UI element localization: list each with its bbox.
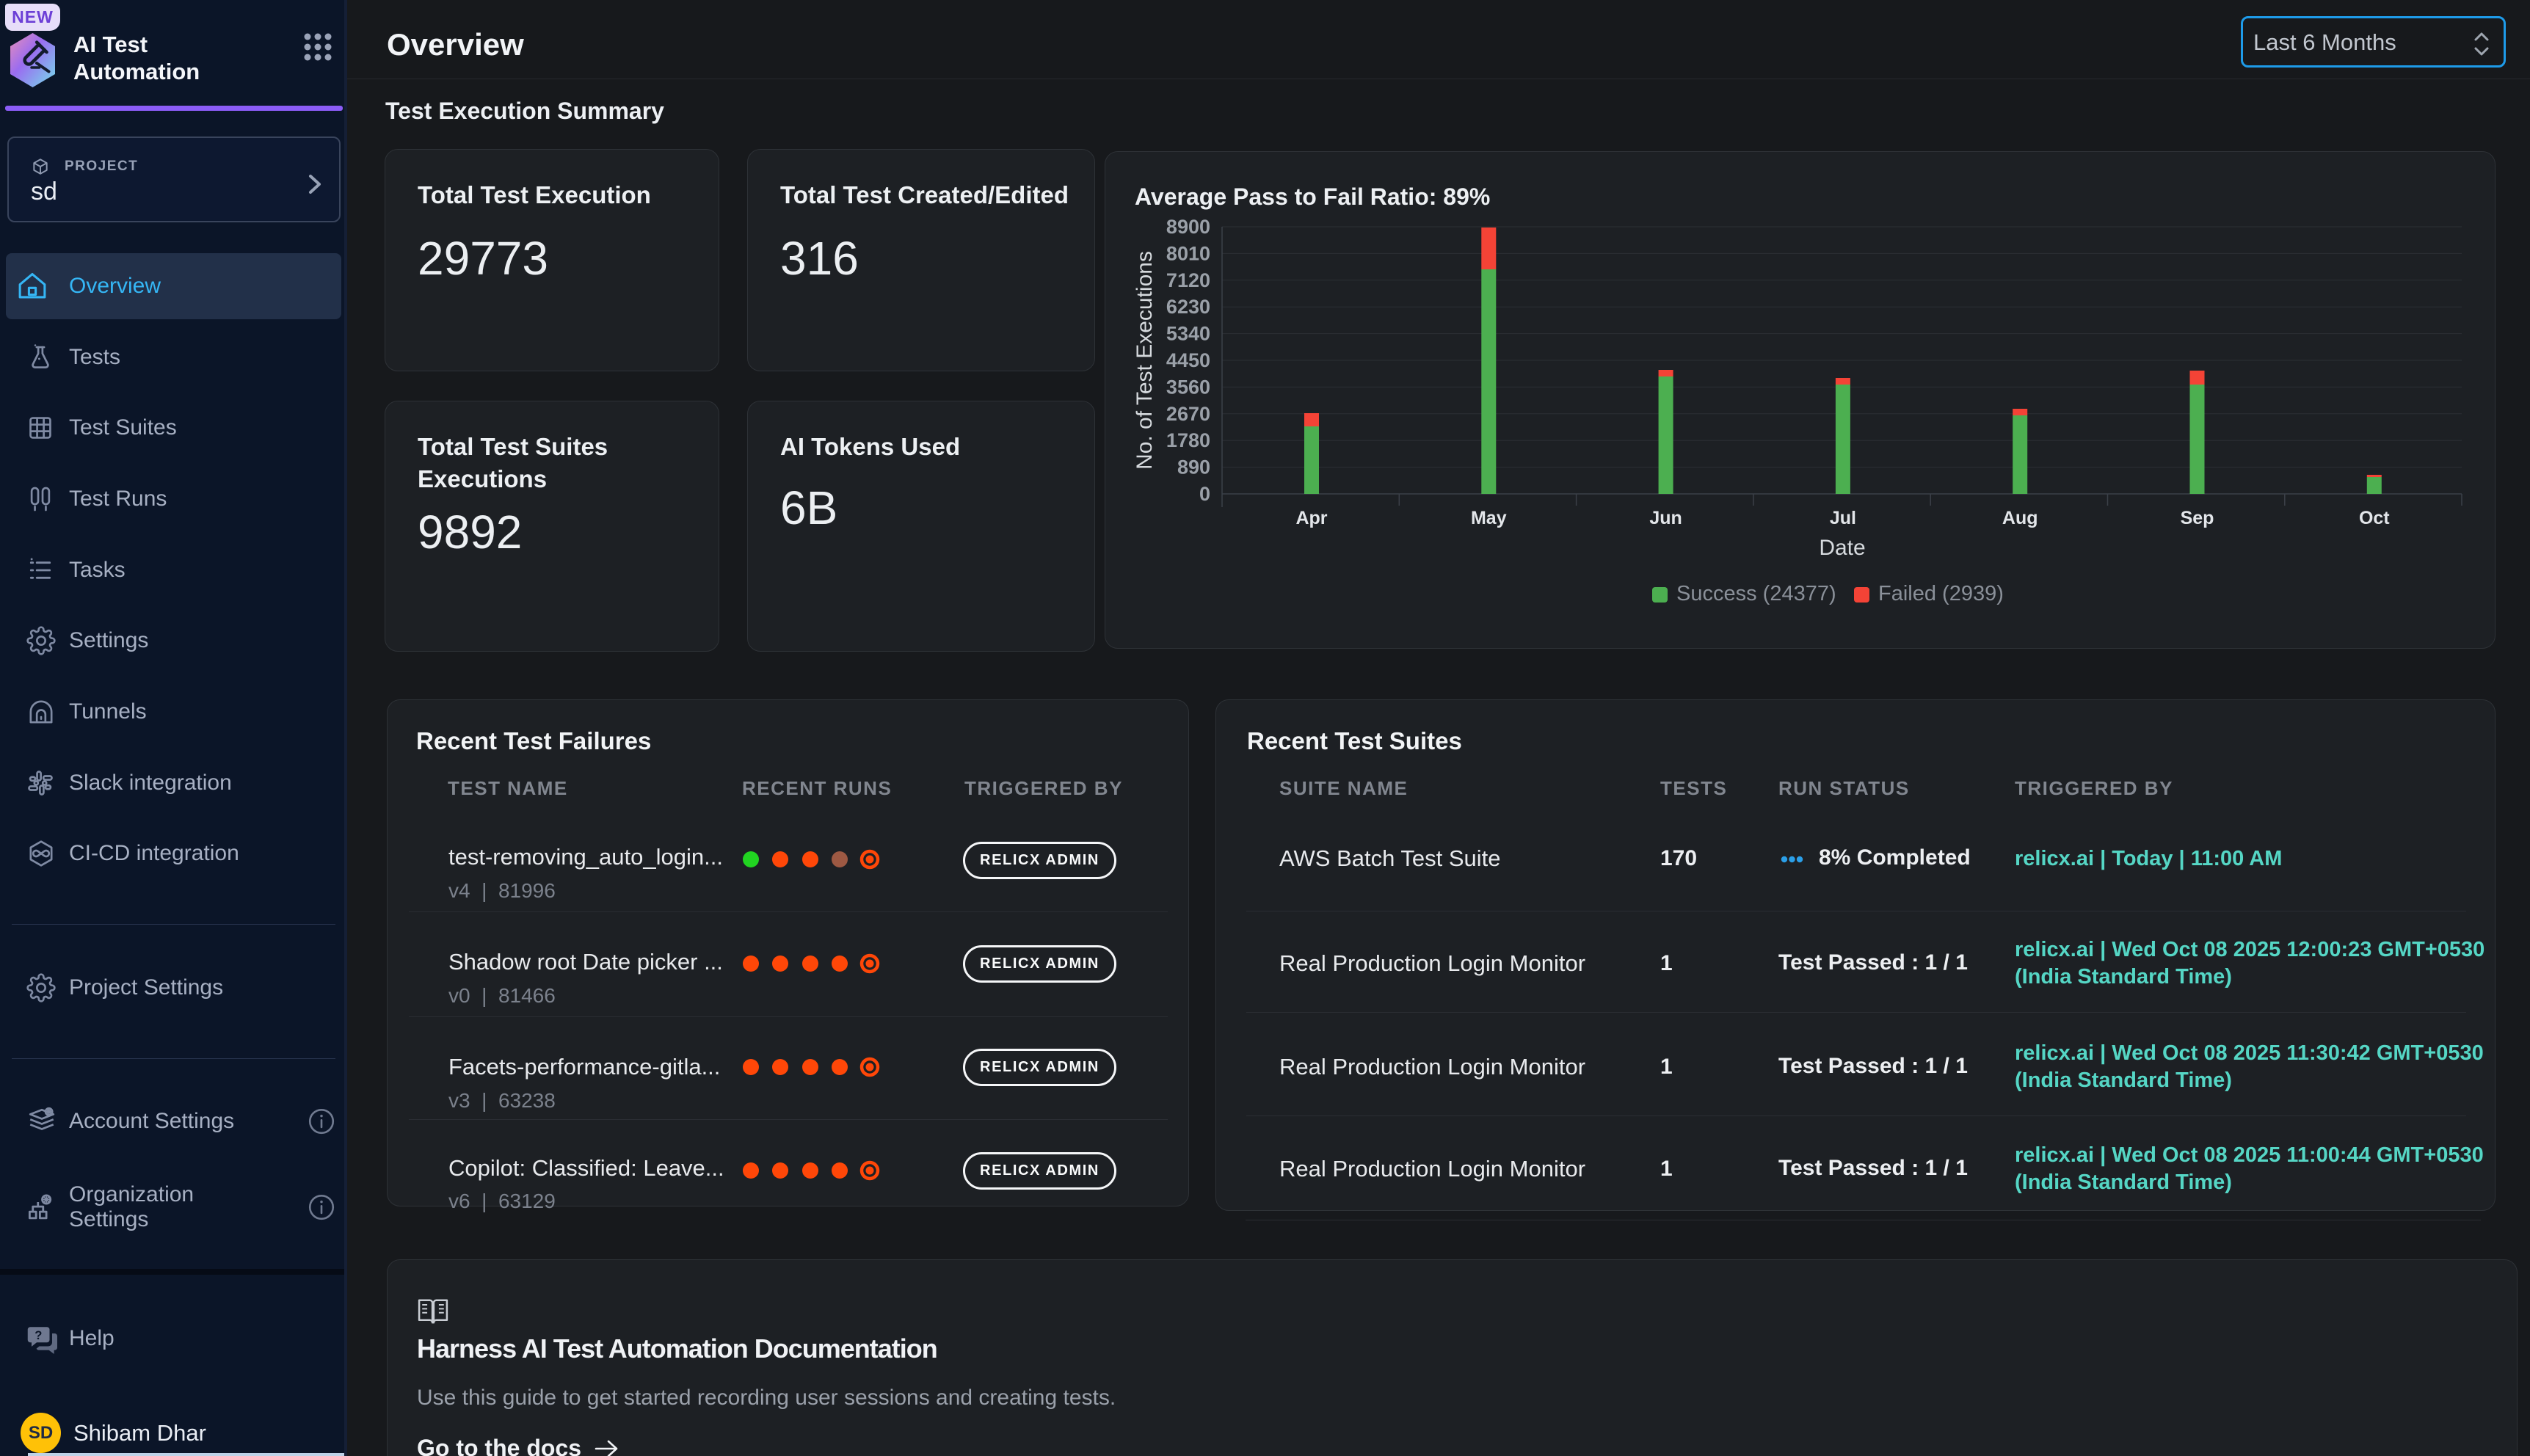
svg-text:Apr: Apr [1295,508,1327,528]
svg-text:Success (24377): Success (24377) [1676,582,1836,605]
svg-text:8010: 8010 [1166,242,1210,264]
svg-text:6230: 6230 [1166,296,1210,318]
svg-text:No. of Test Executions: No. of Test Executions [1133,251,1157,470]
svg-text:Average Pass to Fail Ratio: 89: Average Pass to Fail Ratio: 89% [1135,183,1490,210]
svg-text:3560: 3560 [1166,376,1210,398]
svg-text:2670: 2670 [1166,403,1210,425]
svg-text:Aug: Aug [2002,508,2038,528]
svg-text:890: 890 [1177,456,1210,478]
svg-text:Oct: Oct [2359,508,2390,528]
svg-text:5340: 5340 [1166,323,1210,345]
svg-text:8900: 8900 [1166,216,1210,238]
svg-text:Sep: Sep [2181,508,2214,528]
svg-text:Date: Date [1819,536,1865,560]
svg-text:1780: 1780 [1166,429,1210,451]
svg-text:?: ? [34,1328,42,1342]
svg-text:Failed (2939): Failed (2939) [1878,582,2004,605]
svg-text:7120: 7120 [1166,269,1210,291]
svg-text:Jul: Jul [1830,508,1856,528]
svg-text:Jun: Jun [1649,508,1682,528]
svg-text:4450: 4450 [1166,349,1210,371]
svg-text:May: May [1471,508,1507,528]
svg-text:0: 0 [1199,483,1210,505]
